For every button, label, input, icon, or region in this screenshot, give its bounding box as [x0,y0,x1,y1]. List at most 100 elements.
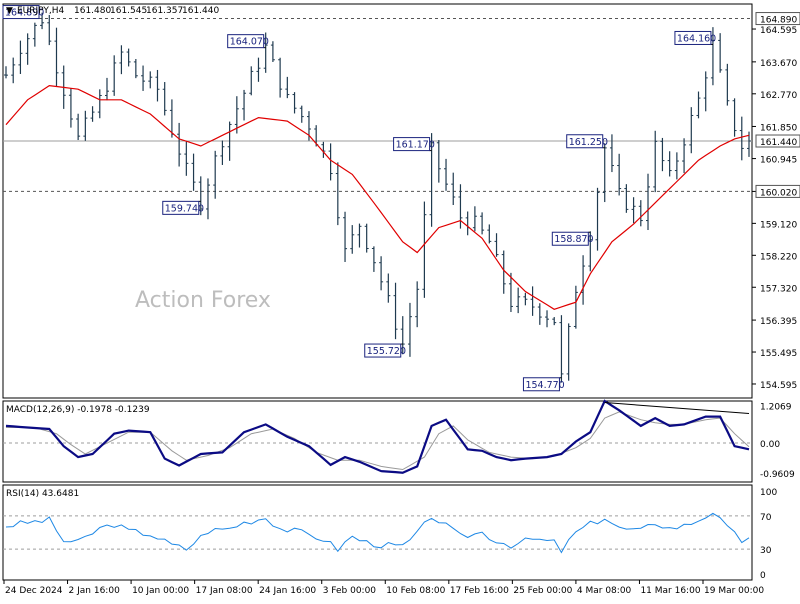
annotation-label: 164.890 [5,8,44,19]
ohlc-bar [112,55,117,96]
ohlc-bar [667,151,672,177]
time-tick-label: 11 Mar 16:00 [640,586,700,596]
ohlc-bar [133,59,138,79]
price-tick-label: 162.770 [760,91,797,101]
level-label-box [755,134,800,148]
ohlc-bar [278,57,283,98]
ohlc-bar [220,140,225,165]
ohlc-bar [508,272,513,312]
ohlc-bar [653,130,658,193]
low-value: 161.357 [146,6,183,16]
price-tick-label: 160.945 [760,156,797,166]
ohlc-bar [350,225,355,254]
ohlc-bar [617,153,622,196]
level-label: 160.020 [760,188,797,198]
ohlc-bar [537,303,542,325]
rsi-pane: 100 70 30 0 RSI(14) 43.6481 [2,484,777,581]
watermark-text: Action Forex [135,288,271,313]
annotation-label: 155.720 [367,346,406,357]
time-tick-label: 4 Mar 08:00 [577,586,632,596]
ohlc-bar [407,302,412,357]
time-tick-label: 2 Jan 16:00 [69,586,121,596]
ohlc-bar [451,172,456,206]
ohlc-bar [646,173,651,231]
ohlc-bar [415,281,420,328]
ohlc-bar [573,285,578,329]
ohlc-bar [400,316,405,355]
rsi-frame [2,484,753,581]
open-value: 161.480 [74,6,111,16]
ohlc-bar [177,122,182,167]
ohlc-bar [595,187,600,251]
moving-average-line [5,84,750,310]
ohlc-bar [256,57,261,82]
ohlc-bar [328,143,333,181]
rsi-tick-label: 0 [760,571,766,581]
ohlc-bar [76,113,81,141]
ohlc-bar [718,33,723,73]
ohlc-bar [184,140,189,176]
ohlc-bar [602,143,607,203]
ohlc-bar [97,89,102,119]
annotation-box [393,137,431,152]
ohlc-bar [68,88,73,128]
ohlc-bar [198,176,203,216]
ohlc-bar [126,48,131,67]
ohlc-bar [624,184,629,213]
ohlc-bar [393,282,398,340]
time-tick-label: 24 Dec 2024 [5,586,63,596]
ohlc-bar [47,14,52,46]
time-tick-label: 17 Jan 08:00 [196,586,253,596]
ohlc-bar [682,138,687,174]
ohlc-bar [40,12,45,30]
ohlc-bar [191,153,196,191]
annotation-label: 161.250 [569,137,608,148]
price-tick-label: 163.670 [760,59,797,69]
ohlc-bar [292,92,297,114]
time-tick-label: 19 Mar 00:00 [704,586,764,596]
ohlc-bar [141,65,146,91]
annotation-box [522,377,560,392]
ohlc-bar [501,250,506,294]
ohlc-bar [739,116,744,161]
ohlc-bar [119,45,124,75]
ohlc-bar [725,63,730,106]
ohlc-bar [213,150,218,199]
level-label-box [755,184,800,198]
ohlc-bar [429,133,434,227]
price-tick-label: 164.595 [760,26,797,36]
ohlc-bar [631,197,636,224]
ohlc-bar [487,224,492,244]
annotation-label: 159.740 [165,203,204,214]
ohlc-bar [18,40,23,74]
price-tick-label: 154.595 [760,381,797,391]
ohlc-bar [545,310,550,328]
price-pane: Action Forex 164.595 163.670 162.770 161.850… [2,3,800,399]
ohlc-bar [379,256,384,291]
ohlc-bar [4,66,8,79]
ohlc-bar [343,211,348,262]
level-label: 164.890 [760,16,797,26]
ohlc-bar [104,77,109,101]
ohlc-bar [609,134,614,173]
ohlc-bar [321,141,326,158]
macd-title: MACD(12,26,9) -0.1978 -0.1239 [6,405,150,415]
annotation-label: 161.170 [396,140,435,151]
ohlc-bar [436,140,441,183]
price-tick-label: 159.120 [760,220,797,230]
price-tick-label: 161.850 [760,123,797,133]
ohlc-bar [494,233,499,257]
ohlc-bar [523,292,528,306]
price-tick-label: 156.395 [760,317,797,327]
ohlc-bar [54,27,59,87]
macd-tick-label: 0.00 [760,440,780,450]
ohlc-bar [530,286,535,316]
macd-tick-label: -0.9609 [760,470,795,480]
time-tick-label: 25 Feb 00:00 [513,586,572,596]
high-value: 161.545 [110,6,147,16]
annotation-label: 164.070 [230,37,269,48]
price-tick-label: 158.220 [760,252,797,262]
ohlc-bar [364,223,369,253]
